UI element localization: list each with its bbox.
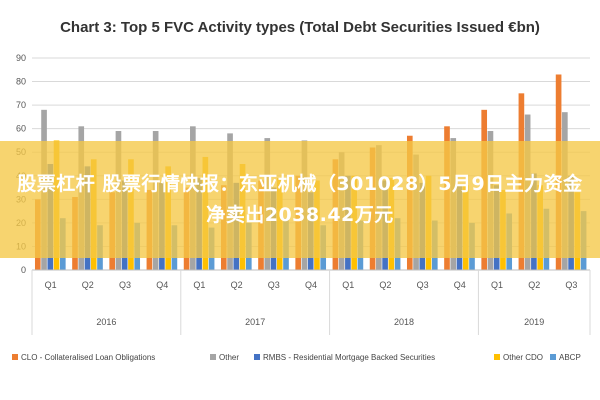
legend-swatch xyxy=(494,354,500,360)
chart-title: Chart 3: Top 5 FVC Activity types (Total… xyxy=(60,19,540,36)
legend: CLO - Collateralised Loan Obligations Oth… xyxy=(12,353,581,362)
x-group-label: 2019 xyxy=(524,317,544,327)
x-tick-label: Q1 xyxy=(45,280,57,290)
x-tick-label: Q4 xyxy=(156,280,168,290)
y-tick-label: 60 xyxy=(16,124,26,134)
x-tick-label: Q2 xyxy=(231,280,243,290)
overlay-banner: 股票杠杆 股票行情快报：东亚机械（301028）5月9日主力资金净卖出2038.… xyxy=(0,141,600,258)
y-tick-label: 0 xyxy=(21,265,26,275)
x-tick-label: Q3 xyxy=(268,280,280,290)
legend-swatch xyxy=(12,354,18,360)
legend-label: Other xyxy=(219,353,239,362)
x-tick-label: Q2 xyxy=(379,280,391,290)
legend-label: ABCP xyxy=(559,353,581,362)
y-tick-label: 80 xyxy=(16,77,26,87)
x-tick-label: Q3 xyxy=(417,280,429,290)
legend-swatch xyxy=(210,354,216,360)
x-tick-label: Q1 xyxy=(193,280,205,290)
legend-swatch xyxy=(254,354,260,360)
x-group-label: 2016 xyxy=(96,317,116,327)
x-tick-label: Q3 xyxy=(119,280,131,290)
x-tick-label: Q4 xyxy=(454,280,466,290)
x-tick-label: Q2 xyxy=(82,280,94,290)
y-tick-label: 70 xyxy=(16,100,26,110)
y-tick-label: 90 xyxy=(16,53,26,63)
x-tick-label: Q1 xyxy=(491,280,503,290)
x-axis: Q1 Q2 Q3 Q4 Q1 Q2 Q3 Q4 Q1 Q2 Q3 Q4 Q1 Q2 Q3 2016 2017 20… xyxy=(31,269,591,335)
x-group-label: 2018 xyxy=(394,317,414,327)
legend-label: Other CDO xyxy=(503,353,543,362)
banner-text: 股票杠杆 股票行情快报：东亚机械（301028）5月9日主力资金净卖出2038.… xyxy=(17,172,583,226)
x-tick-label: Q1 xyxy=(342,280,354,290)
legend-label: RMBS - Residential Mortgage Backed Secur… xyxy=(263,353,435,362)
x-group-label: 2017 xyxy=(245,317,265,327)
x-tick-label: Q2 xyxy=(528,280,540,290)
x-tick-label: Q4 xyxy=(305,280,317,290)
legend-label: CLO - Collateralised Loan Obligations xyxy=(21,353,155,362)
legend-swatch xyxy=(550,354,556,360)
x-tick-label: Q3 xyxy=(565,280,577,290)
